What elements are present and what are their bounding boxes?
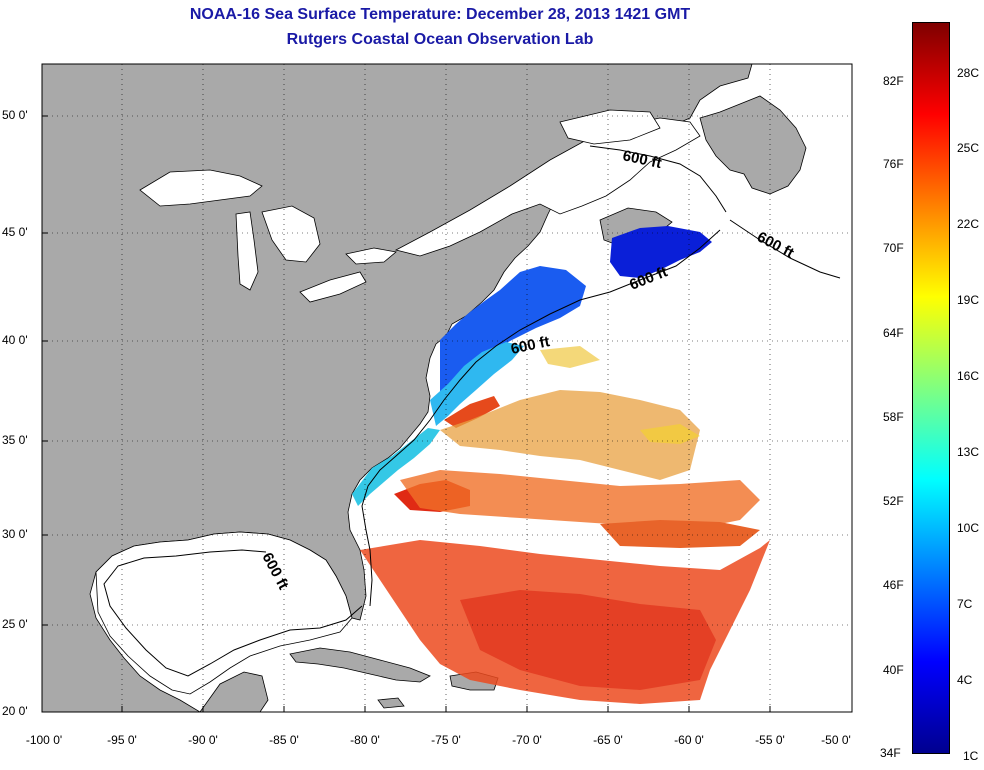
sst-south-deep-red: [460, 590, 716, 690]
map-subtitle: Rutgers Coastal Ocean Observation Lab: [286, 31, 594, 48]
lon-tick-label: -85 0': [269, 733, 299, 747]
colorbar-celsius-label: 4C: [957, 673, 973, 687]
jamaica-land: [377, 697, 405, 709]
colorbar-celsius-label: 1C: [963, 749, 979, 763]
lon-tick-label: -100 0': [25, 733, 63, 747]
sst-warm-band-2: [400, 470, 760, 528]
sst-gulfstream-red: [444, 396, 500, 428]
sst-southeast-shelf: [352, 428, 440, 506]
colorbar-celsius-label: 16C: [957, 369, 980, 383]
colorbar-celsius-label: 19C: [957, 293, 980, 307]
lat-tick-label: 45 0': [2, 225, 28, 239]
tick-marks: [41, 115, 853, 713]
colorbar-fahrenheit-label: 34F: [880, 746, 901, 760]
lon-tick-label: -60 0': [674, 733, 704, 747]
colorbar-celsius-label: 25C: [957, 141, 980, 155]
sst-yellow-patches: [640, 424, 700, 444]
lon-tick-label: -80 0': [350, 733, 380, 747]
gulf-coast-water: [95, 531, 353, 695]
st-lawrence: [394, 117, 701, 257]
lat-tick-label: 20 0': [2, 704, 28, 718]
colorbar-fahrenheit-label: 76F: [883, 157, 904, 171]
lon-tick-label: -95 0': [107, 733, 137, 747]
lon-tick-label: -55 0': [755, 733, 785, 747]
lon-tick-label: -65 0': [593, 733, 623, 747]
colorbar-fahrenheit-label: 52F: [883, 494, 904, 508]
sst-cold-gulf-of-maine: [610, 226, 712, 278]
colorbar-fahrenheit-label: 64F: [883, 326, 904, 340]
colorbar-fahrenheit-label: 82F: [883, 74, 904, 88]
colorbar-celsius-label: 7C: [957, 597, 973, 611]
lake-erie: [299, 271, 367, 303]
sst-yellow-patch-2: [540, 346, 600, 368]
landmass: [42, 64, 807, 712]
cuba-land: [289, 647, 431, 683]
depth-contour: [103, 145, 841, 677]
lon-tick-label: -75 0': [431, 733, 461, 747]
lon-tick-label: -70 0': [512, 733, 542, 747]
graticule: [42, 64, 852, 712]
lon-tick-label: -50 0': [821, 733, 851, 747]
map-frame: [41, 63, 853, 713]
colorbar-fahrenheit-label: 58F: [883, 410, 904, 424]
lake-superior: [139, 169, 263, 207]
sst-shelf-cyan: [430, 342, 524, 426]
yucatan-land: [199, 671, 269, 712]
lat-tick-label: 35 0': [2, 433, 28, 447]
lake-huron: [261, 205, 321, 263]
colorbar-fahrenheit-label: 40F: [883, 663, 904, 677]
hudson-strait: [559, 109, 661, 145]
colorbar-fahrenheit-label: 46F: [883, 578, 904, 592]
temperature-colorbar: [912, 22, 950, 754]
sst-warm-band-1: [440, 390, 700, 480]
colorbar-fahrenheit-label: 70F: [883, 241, 904, 255]
colorbar-celsius-label: 28C: [957, 66, 980, 80]
colorbar-celsius-label: 22C: [957, 217, 980, 231]
sst-data: [352, 226, 770, 704]
lon-tick-label: -90 0': [188, 733, 218, 747]
sst-shelf-blue: [440, 266, 586, 420]
sst-orange-stripe: [600, 520, 760, 548]
lat-tick-label: 25 0': [2, 617, 28, 631]
lat-tick-label: 50 0': [2, 108, 28, 122]
great-lakes: [95, 109, 701, 695]
lat-tick-label: 30 0': [2, 527, 28, 541]
colorbar-celsius-label: 10C: [957, 521, 980, 535]
lake-ontario: [345, 247, 397, 265]
map-title: NOAA-16 Sea Surface Temperature: Decembe…: [189, 6, 691, 23]
newfoundland-land: [699, 95, 807, 195]
lat-tick-label: 40 0': [2, 333, 28, 347]
lake-michigan: [235, 211, 259, 291]
colorbar-celsius-label: 13C: [957, 445, 980, 459]
